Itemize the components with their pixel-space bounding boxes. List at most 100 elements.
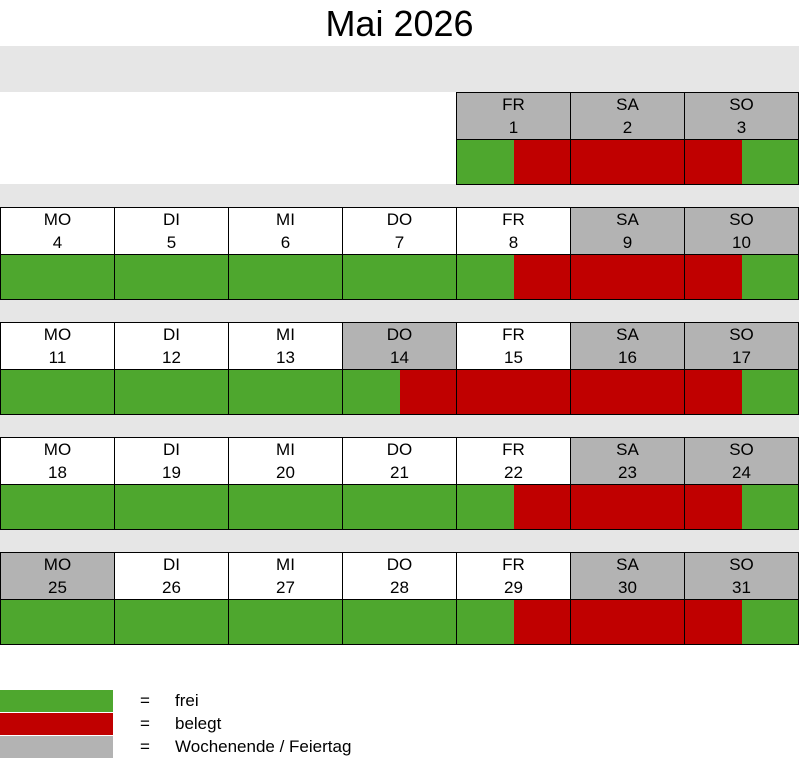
calendar-title: Mai 2026: [325, 3, 474, 44]
day-name: DO: [386, 440, 413, 459]
free-segment: [343, 255, 456, 299]
day-header: SA 30: [570, 552, 685, 600]
day-name: MO: [43, 325, 72, 344]
day-header: DO 7: [342, 207, 457, 255]
day-name: MO: [43, 210, 72, 229]
day-header: DI 5: [114, 207, 229, 255]
day-name: SO: [729, 555, 754, 574]
day-number: 1: [508, 118, 519, 137]
occupancy-cell[interactable]: [228, 484, 343, 530]
day-number: 22: [504, 463, 523, 482]
occupancy-cell[interactable]: [570, 484, 685, 530]
occupied-segment: [571, 140, 684, 184]
occupancy-cell[interactable]: [114, 484, 229, 530]
occupancy-cell[interactable]: [456, 369, 571, 415]
day-name: MI: [276, 210, 295, 229]
free-segment: [457, 255, 514, 299]
day-header: DO 21: [342, 437, 457, 485]
occupancy-cell[interactable]: [570, 254, 685, 300]
day-header: MO 18: [0, 437, 115, 485]
occupancy-cell[interactable]: [456, 139, 571, 185]
occupancy-cell[interactable]: [456, 254, 571, 300]
day-number: 3: [736, 118, 747, 137]
occupancy-cell[interactable]: [228, 369, 343, 415]
occupied-segment: [685, 370, 742, 414]
day-number: 2: [622, 118, 633, 137]
occupancy-cell[interactable]: [342, 599, 457, 645]
occupancy-cell[interactable]: [0, 369, 115, 415]
day-header: MI 27: [228, 552, 343, 600]
occupancy-cell[interactable]: [0, 254, 115, 300]
day-name: MI: [276, 325, 295, 344]
free-segment: [457, 485, 514, 529]
free-segment: [457, 140, 514, 184]
occupied-segment: [685, 485, 742, 529]
day-header: MI 6: [228, 207, 343, 255]
free-segment: [1, 485, 114, 529]
free-segment: [229, 485, 342, 529]
day-number: 19: [162, 463, 181, 482]
occupied-segment: [571, 370, 684, 414]
day-number: 9: [622, 233, 633, 252]
occupancy-cell[interactable]: [684, 254, 799, 300]
day-header: MO 11: [0, 322, 115, 370]
occupied-segment: [399, 370, 456, 414]
day-name: SA: [616, 95, 639, 114]
occupancy-cell[interactable]: [114, 599, 229, 645]
day-header: SA 9: [570, 207, 685, 255]
day-header: FR 29: [456, 552, 571, 600]
separator-band: [0, 529, 799, 552]
occupied-segment: [571, 485, 684, 529]
legend-label: frei: [175, 691, 199, 710]
day-header: SO 3: [684, 92, 799, 140]
day-name: MI: [276, 555, 295, 574]
occupancy-cell[interactable]: [114, 254, 229, 300]
free-segment: [457, 600, 514, 644]
occupancy-cell[interactable]: [570, 599, 685, 645]
day-number: 5: [166, 233, 177, 252]
separator-band: [0, 414, 799, 437]
free-segment: [229, 255, 342, 299]
legend-swatch-free: [0, 690, 113, 712]
day-number: 12: [162, 348, 181, 367]
occupancy-cell[interactable]: [684, 599, 799, 645]
free-segment: [229, 600, 342, 644]
occupancy-cell[interactable]: [570, 369, 685, 415]
day-number: 13: [276, 348, 295, 367]
occupancy-cell[interactable]: [684, 139, 799, 185]
day-number: 23: [618, 463, 637, 482]
day-number: 17: [732, 348, 751, 367]
day-number: 21: [390, 463, 409, 482]
free-segment: [1, 255, 114, 299]
occupancy-cell[interactable]: [342, 369, 457, 415]
occupancy-cell[interactable]: [228, 254, 343, 300]
day-number: 18: [48, 463, 67, 482]
legend-equals: =: [140, 714, 150, 733]
occupancy-cell[interactable]: [684, 484, 799, 530]
day-number: 10: [732, 233, 751, 252]
occupancy-cell[interactable]: [684, 369, 799, 415]
occupancy-cell[interactable]: [228, 599, 343, 645]
day-number: 16: [618, 348, 637, 367]
free-segment: [115, 485, 228, 529]
occupancy-cell[interactable]: [342, 484, 457, 530]
occupancy-cell[interactable]: [0, 599, 115, 645]
occupied-segment: [513, 485, 570, 529]
occupied-segment: [571, 600, 684, 644]
day-number: 11: [48, 348, 67, 367]
day-header: FR 1: [456, 92, 571, 140]
day-name: DI: [163, 325, 180, 344]
free-segment: [343, 485, 456, 529]
occupancy-cell[interactable]: [456, 599, 571, 645]
occupancy-cell[interactable]: [114, 369, 229, 415]
occupancy-cell[interactable]: [342, 254, 457, 300]
occupancy-cell[interactable]: [456, 484, 571, 530]
occupancy-cell[interactable]: [0, 484, 115, 530]
occupancy-cell[interactable]: [570, 139, 685, 185]
day-number: 6: [280, 233, 291, 252]
day-number: 25: [48, 578, 67, 597]
legend-swatch-occupied: [0, 713, 113, 735]
free-segment: [741, 255, 798, 299]
day-name: FR: [502, 440, 525, 459]
